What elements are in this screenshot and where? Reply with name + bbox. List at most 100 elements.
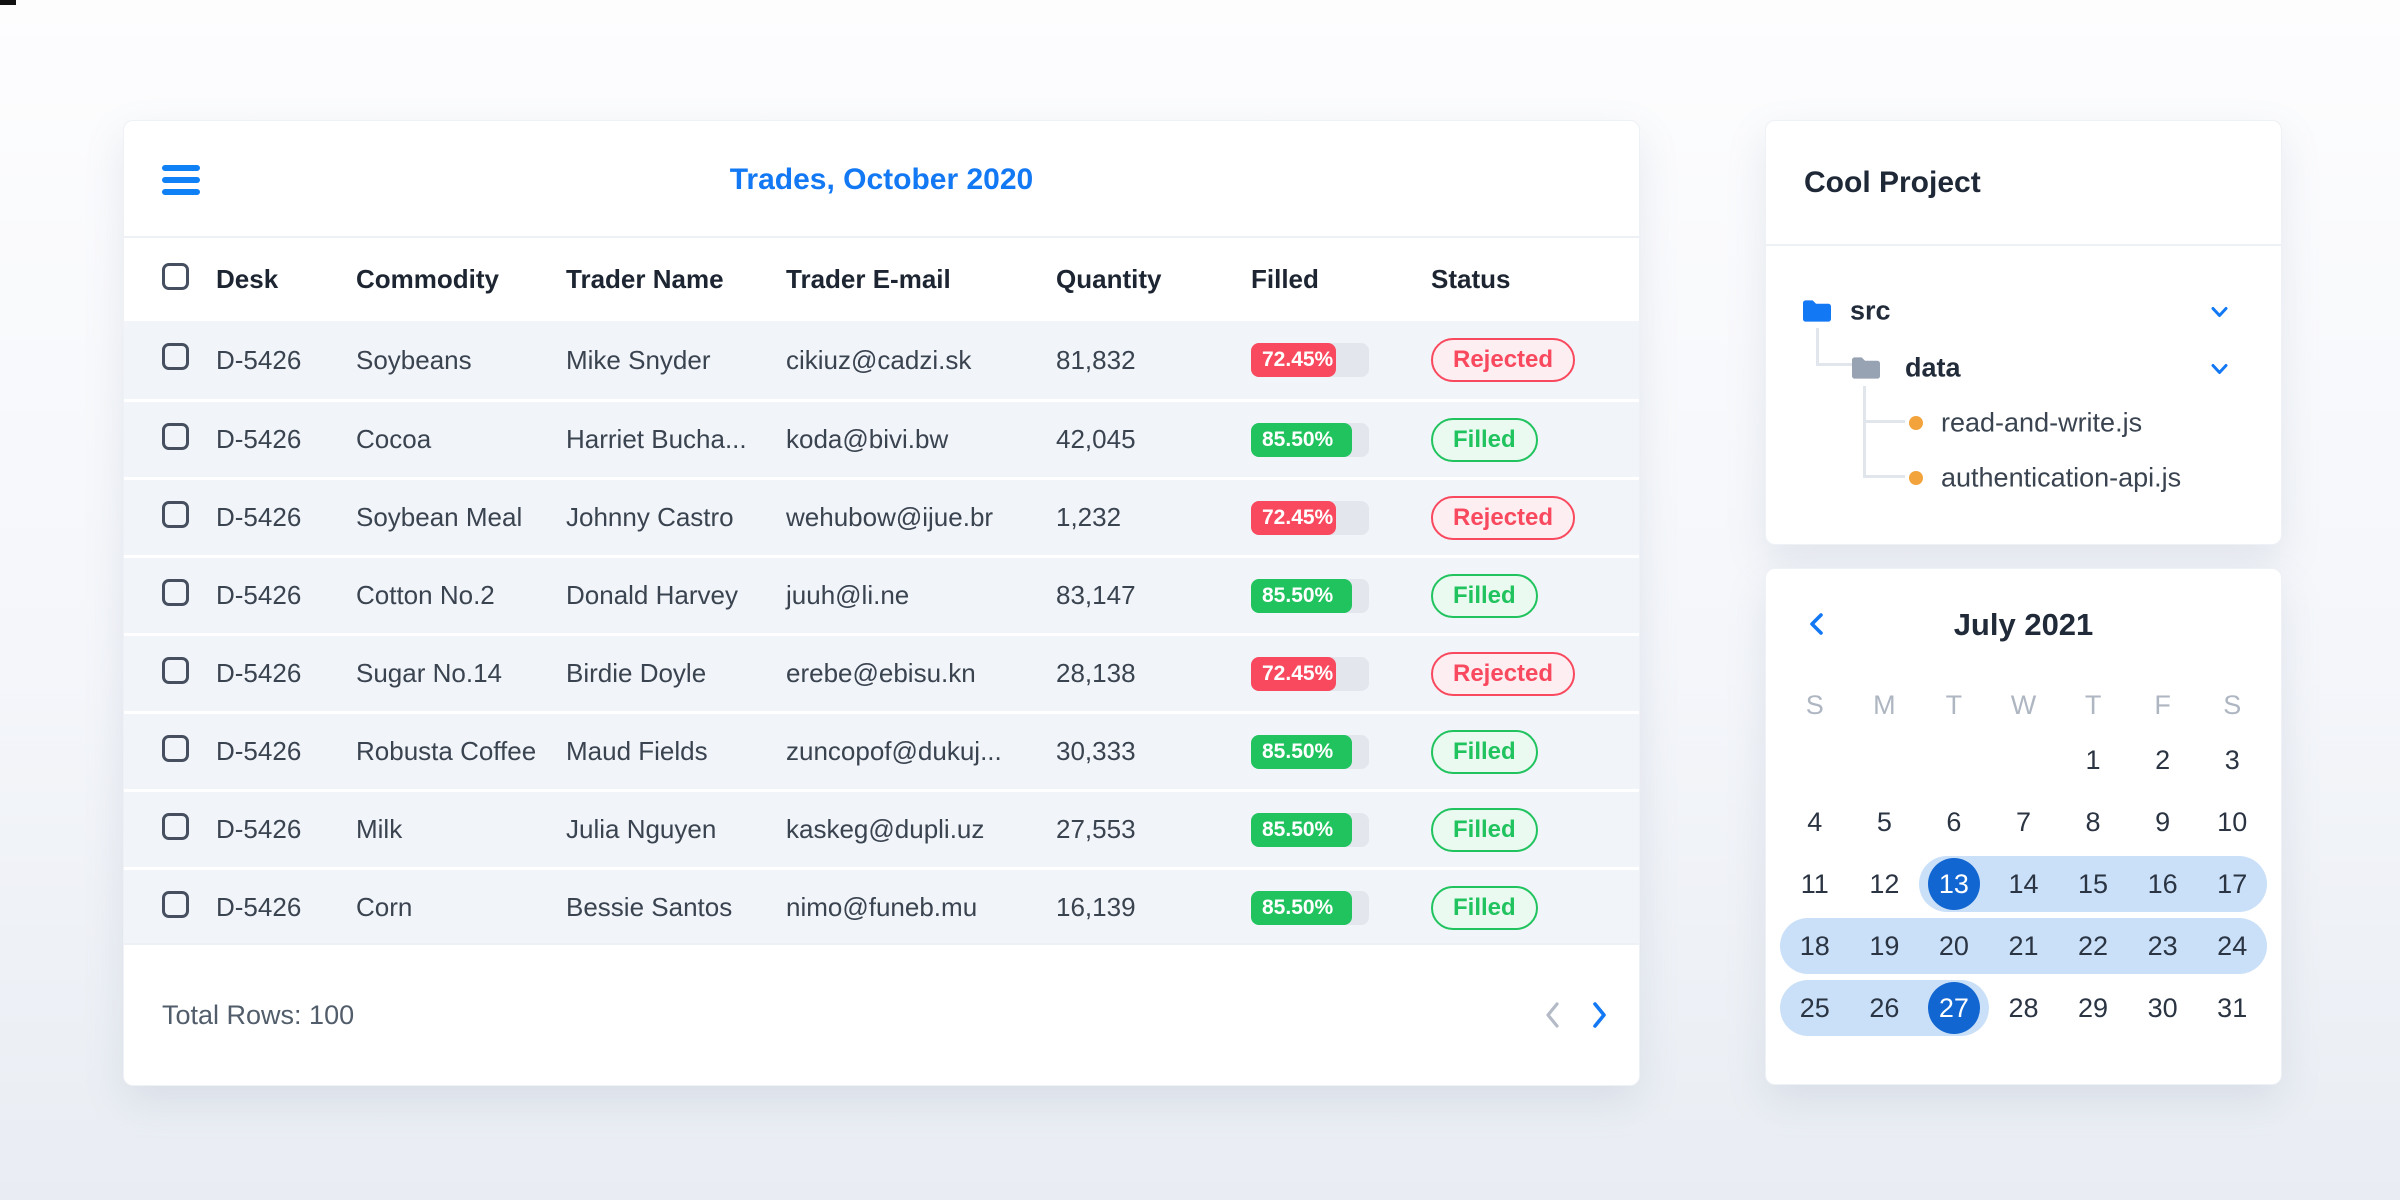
table-header-row: Desk Commodity Trader Name Trader E-mail Qua… (124, 238, 1639, 321)
calendar-day[interactable]: 10 (2217, 806, 2248, 837)
row-checkbox[interactable] (162, 500, 189, 528)
table-row: D-5426 Milk Julia Nguyen kaskeg@dupli.uz 27,… (124, 789, 1639, 867)
row-checkbox[interactable] (162, 656, 189, 684)
filled-progress-bar: 72.45% (1251, 343, 1369, 377)
filled-progress-bar: 72.45% (1251, 500, 1369, 535)
calendar-day[interactable]: 12 (1869, 868, 1900, 899)
cell-trader-name: Donald Harvey (566, 580, 738, 610)
calendar-day[interactable]: 6 (1946, 806, 1962, 837)
cell-commodity: Robusta Coffee (356, 736, 537, 766)
calendar-day[interactable]: 13 (1919, 856, 1989, 912)
row-checkbox[interactable] (162, 422, 189, 450)
cell-quantity: 83,147 (1056, 580, 1136, 610)
menu-button[interactable] (162, 165, 202, 195)
cell-trader-email: kaskeg@dupli.uz (786, 814, 985, 844)
calendar-day[interactable]: 23 (2127, 918, 2198, 974)
file-dot-icon (1909, 416, 1923, 430)
cell-quantity: 42,045 (1056, 424, 1136, 454)
calendar-day[interactable]: 29 (2078, 992, 2109, 1023)
calendar-day[interactable]: 31 (2217, 992, 2248, 1023)
row-checkbox[interactable] (162, 343, 189, 370)
calendar-day[interactable]: 7 (2015, 806, 2031, 837)
table-row: D-5426 Cotton No.2 Donald Harvey juuh@li.ne… (124, 555, 1639, 633)
tree-item-authentication-api-js[interactable]: authentication-api.js (1766, 456, 2281, 500)
row-checkbox[interactable] (162, 578, 189, 606)
calendar-day[interactable]: 11 (1800, 868, 1829, 899)
calendar-day[interactable]: 24 (2197, 918, 2267, 974)
cell-quantity: 30,333 (1056, 736, 1136, 766)
calendar-day[interactable]: 26 (1849, 980, 1920, 1036)
chevron-right-icon (1593, 1002, 1606, 1028)
row-checkbox[interactable] (162, 812, 189, 840)
tree-connector (1863, 475, 1905, 478)
table-title: Trades, October 2020 (729, 162, 1034, 196)
filled-progress-value: 72.45% (1251, 500, 1337, 535)
row-checkbox[interactable] (162, 734, 189, 762)
status-badge: Rejected (1431, 338, 1576, 382)
cell-desk: D-5426 (216, 892, 302, 922)
filled-progress-bar: 85.50% (1251, 734, 1369, 769)
project-title: Cool Project (1766, 121, 2281, 246)
calendar-day[interactable]: 3 (2224, 744, 2240, 775)
calendar-day[interactable]: 15 (2058, 856, 2128, 912)
tree-item-read-and-write-js[interactable]: read-and-write.js (1766, 401, 2281, 445)
table-row: D-5426 Soybean Meal Johnny Castro wehubow@i… (124, 477, 1639, 555)
calendar-day[interactable]: 16 (2127, 856, 2198, 912)
calendar-day[interactable]: 2 (2155, 744, 2171, 775)
chevron-down-icon[interactable] (2206, 298, 2233, 325)
calendar-day-header: W (2010, 689, 2037, 720)
cell-trader-name: Johnny Castro (566, 502, 734, 532)
cell-trader-name: Maud Fields (566, 736, 708, 766)
calendar-day[interactable]: 17 (2197, 856, 2267, 912)
calendar-day[interactable]: 4 (1807, 806, 1823, 837)
calendar-day[interactable]: 28 (2008, 992, 2039, 1023)
file-dot-icon (1909, 471, 1923, 485)
chevron-left-icon (1546, 1002, 1559, 1028)
filled-progress-value: 72.45% (1251, 656, 1337, 691)
calendar-empty-cell (1850, 732, 1920, 788)
cell-commodity: Milk (356, 814, 403, 844)
status-badge: Rejected (1431, 651, 1576, 696)
cell-desk: D-5426 (216, 344, 302, 375)
calendar-day[interactable]: 1 (2085, 744, 2101, 775)
screen-corner-artifact (0, 0, 16, 5)
cell-commodity: Sugar No.14 (356, 658, 502, 688)
calendar-day[interactable]: 21 (1988, 918, 2059, 974)
column-header-quantity: Quantity (1056, 264, 1162, 294)
calendar-day-header: T (2084, 689, 2102, 720)
cell-trader-name: Birdie Doyle (566, 658, 707, 688)
tree-item-src[interactable]: src (1766, 289, 2281, 333)
project-card: Cool Project src data read-and-write.js aut… (1765, 120, 2282, 545)
cell-quantity: 81,832 (1056, 344, 1136, 375)
tree-item-label: authentication-api.js (1941, 462, 2182, 493)
file-icon (1909, 416, 1923, 430)
calendar-day[interactable]: 20 (1919, 918, 1989, 974)
calendar-day[interactable]: 25 (1780, 980, 1850, 1036)
tree-item-label: read-and-write.js (1941, 407, 2143, 438)
filled-progress-value: 85.50% (1251, 734, 1352, 769)
page-next-button[interactable] (1589, 999, 1609, 1031)
calendar-day[interactable]: 5 (1876, 806, 1892, 837)
chevron-down-icon[interactable] (2206, 355, 2233, 382)
calendar-day[interactable]: 22 (2058, 918, 2128, 974)
status-badge: Filled (1431, 729, 1538, 774)
page-prev-button[interactable] (1543, 999, 1563, 1031)
cell-quantity: 16,139 (1056, 892, 1136, 922)
calendar-day[interactable]: 19 (1849, 918, 1920, 974)
row-checkbox[interactable] (162, 890, 189, 918)
calendar-day[interactable]: 9 (2155, 806, 2171, 837)
tree-item-data[interactable]: data (1766, 346, 2281, 390)
filled-progress-bar: 85.50% (1251, 578, 1369, 613)
calendar-day[interactable]: 8 (2085, 806, 2101, 837)
calendar-day[interactable]: 27 (1919, 980, 1989, 1036)
tree-item-label: data (1905, 352, 1961, 383)
selected-day-circle: 27 (1927, 982, 1980, 1034)
table-body: D-5426 Soybeans Mike Snyder cikiuz@cadzi.sk… (124, 321, 1639, 945)
calendar-day[interactable]: 30 (2147, 992, 2178, 1023)
prev-month-button[interactable] (1804, 609, 1830, 642)
calendar-day[interactable]: 14 (1988, 856, 2059, 912)
select-all-checkbox[interactable] (162, 262, 189, 290)
calendar-day[interactable]: 18 (1780, 918, 1850, 974)
table-row: D-5426 Cocoa Harriet Bucha... koda@bivi.bw 4… (124, 399, 1639, 477)
